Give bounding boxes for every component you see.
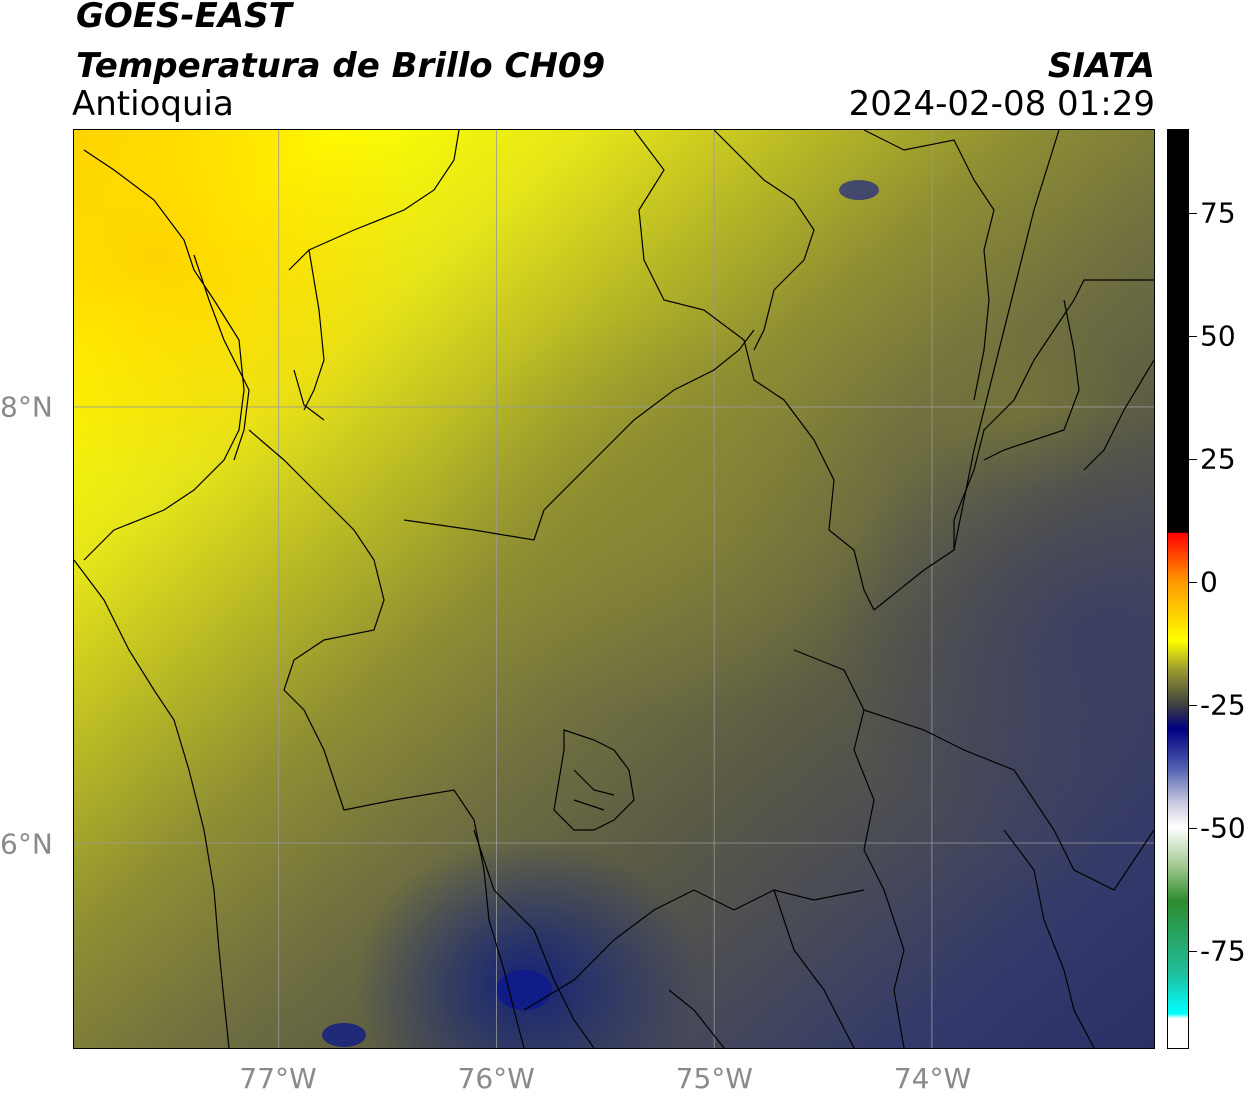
cold-cloud-cell — [322, 1023, 366, 1047]
colorbar-tick-label: 75 — [1200, 196, 1236, 230]
colorbar — [1167, 129, 1189, 1049]
cold-cloud-cell — [839, 180, 879, 200]
graticule — [74, 130, 1154, 1048]
brightness-temperature-map — [74, 130, 1154, 1048]
longitude-tick-label: 77°W — [239, 1062, 317, 1095]
colorbar-tick-label: 25 — [1200, 442, 1236, 476]
latitude-tick-label: 8°N — [0, 390, 53, 424]
colorbar-tick-label: -25 — [1200, 688, 1246, 722]
latitude-tick-label: 6°N — [0, 827, 53, 861]
colorbar-tick-label: 0 — [1200, 565, 1218, 599]
title-product: Temperatura de Brillo CH09 — [76, 46, 606, 86]
cold-cloud-cell — [496, 970, 552, 1010]
colorbar-tick — [1189, 827, 1197, 829]
colorbar-tick — [1189, 704, 1197, 706]
region-label: Antioquia — [72, 84, 234, 124]
colorbar-tick — [1189, 581, 1197, 583]
colorbar-tick-label: 50 — [1200, 319, 1236, 353]
longitude-tick-label: 76°W — [457, 1062, 535, 1095]
admin-boundaries — [74, 130, 1154, 1048]
colorbar-tick — [1189, 212, 1197, 214]
title-satellite: GOES-EAST — [76, 0, 292, 36]
colorbar-tick-label: -75 — [1200, 934, 1246, 968]
colorbar-tick — [1189, 950, 1197, 952]
timestamp-label: 2024-02-08 01:29 — [848, 84, 1155, 124]
map-panel[interactable] — [73, 129, 1155, 1049]
colorbar-tick-label: -50 — [1200, 811, 1246, 845]
longitude-tick-label: 75°W — [675, 1062, 754, 1095]
agency-label: SIATA — [1047, 46, 1155, 86]
colorbar-tick — [1189, 335, 1197, 337]
colorbar-tick — [1189, 458, 1197, 460]
longitude-tick-label: 74°W — [893, 1062, 972, 1095]
